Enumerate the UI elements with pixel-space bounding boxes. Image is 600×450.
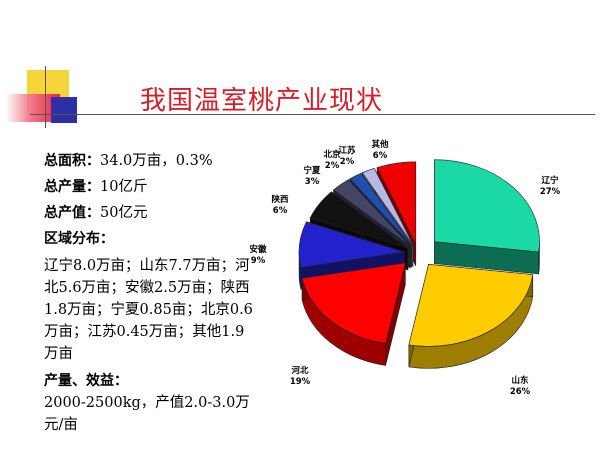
pie-slice-5-top [333,179,411,247]
slice-percent-6: 2% [325,161,340,171]
area-value: 34.0万亩，0.3% [100,153,213,169]
pie-slice-7-top [361,167,414,245]
slice-label-8: 其他 [371,139,389,150]
slice-percent-8: 6% [373,151,388,161]
title-underline [30,114,595,115]
slice-label-6: 北京 [323,149,341,160]
slice-percent-4: 6% [273,206,288,216]
slice-label-3: 安徽 [249,244,267,255]
yield-label: 产量、效益： [44,373,128,389]
pie-slice-0 [434,159,540,275]
yield-text: 2000-2500kg，产值2.0-3.0万元/亩 [44,395,250,433]
slice-percent-5: 3% [305,177,320,187]
slice-percent-7: 2% [340,157,355,167]
info-text-column: 总面积：34.0万亩，0.3% 总产量：10亿斤 总产值：50亿元 区域分布： … [44,150,258,436]
slice-percent-0: 27% [540,187,561,197]
slice-label-2: 河北 [291,365,309,376]
output-row: 总产量：10亿斤 [44,176,258,198]
slice-percent-3: 9% [251,256,266,266]
slice-label-0: 辽宁 [541,175,559,186]
pie-slice-2-top [301,262,406,344]
pie-slice-1-top [408,264,534,347]
region-label: 区域分布： [44,231,114,247]
slice-label-5: 宁夏 [303,165,321,176]
pie-slice-0-top [434,159,540,253]
area-row: 总面积：34.0万亩，0.3% [44,150,258,172]
output-label: 总产量： [44,179,100,195]
slice-label-7: 江苏 [338,145,356,156]
value-row: 总产值：50亿元 [44,202,258,224]
pie-slice-4-top [309,191,409,249]
output-value: 10亿斤 [100,179,148,195]
slide-title: 我国温室桃产业现状 [140,86,384,116]
slice-percent-1: 26% [510,387,531,397]
value-label: 总产值： [44,205,100,221]
slice-percent-2: 19% [290,377,311,387]
slice-label-1: 山东 [511,375,529,386]
slice-label-4: 陕西 [271,194,289,205]
pie-slice-8-top [376,161,417,244]
decoration-vertical-line [45,66,46,128]
area-label: 总面积： [44,153,100,169]
region-text: 辽宁8.0万亩；山东7.7万亩；河北5.6万亩；安徽2.5万亩；陕西1.8万亩；… [44,258,253,362]
pie-slice-6-top [349,172,412,246]
value-value: 50亿元 [100,205,148,221]
pie-slice-2 [301,262,406,366]
decoration-blue-square [51,97,77,123]
pie-slice-1 [408,264,534,369]
pie-slice-3-top [298,221,405,268]
